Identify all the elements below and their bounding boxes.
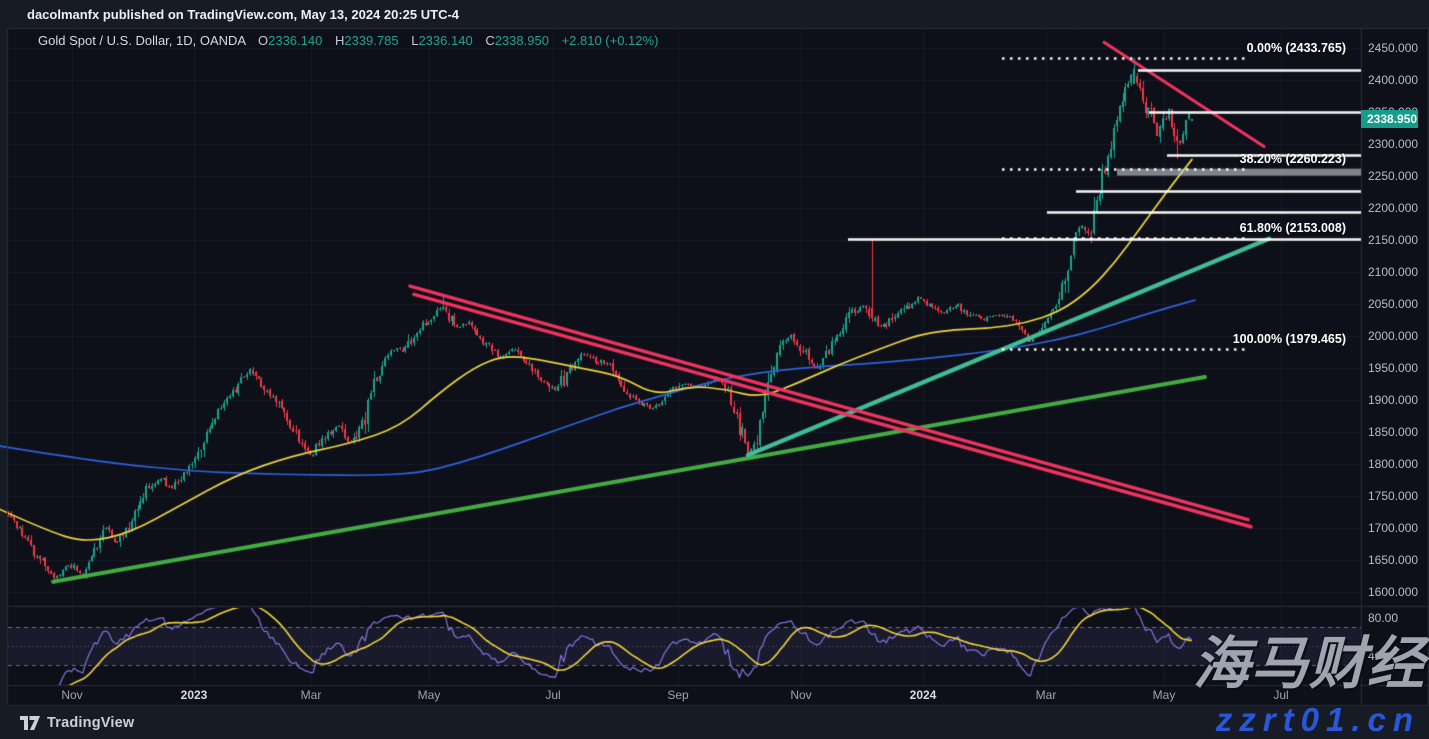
- change-value: +2.810 (+0.12%): [561, 33, 659, 48]
- time-tick-label: Nov: [790, 688, 812, 702]
- time-tick-label: 2023: [180, 688, 208, 702]
- time-tick-label: May: [417, 688, 441, 702]
- open-label: O: [257, 33, 269, 48]
- price-tick-label: 1700.000: [1368, 521, 1419, 535]
- price-tick-label: 2000.000: [1368, 329, 1419, 343]
- symbol-legend: Gold Spot / U.S. Dollar, 1D, OANDA O2336…: [38, 33, 658, 48]
- price-axis[interactable]: 2450.0002400.0002350.0002300.0002250.000…: [1362, 28, 1429, 706]
- price-tick-label: 2050.000: [1368, 297, 1419, 311]
- price-tick-label: 1900.000: [1368, 393, 1419, 407]
- watermark-cjk: 海马财经: [1193, 632, 1425, 696]
- fib-label-61: 61.80% (2153.008): [1239, 221, 1346, 236]
- rsi-tick-label: 40.00: [1368, 648, 1399, 663]
- time-tick-label: Jul: [545, 688, 561, 702]
- time-tick-label: Mar: [300, 688, 322, 702]
- symbol-title[interactable]: Gold Spot / U.S. Dollar, 1D, OANDA: [38, 33, 246, 48]
- price-tick-label: 1950.000: [1368, 361, 1419, 375]
- fib-label-38: 38.20% (2260.223): [1239, 152, 1346, 167]
- low-label: L: [411, 33, 419, 48]
- price-pane[interactable]: [8, 28, 1361, 606]
- low-value: 2336.140: [418, 33, 473, 48]
- time-tick-label: Sep: [667, 688, 689, 702]
- tradingview-logo-icon[interactable]: [20, 715, 40, 730]
- rsi-tick-label: 80.00: [1368, 610, 1399, 625]
- time-tick-label: 2024: [909, 688, 937, 702]
- close-label: C: [485, 33, 495, 48]
- publish-text: dacolmanfx published on TradingView.com,…: [27, 6, 460, 22]
- price-tick-label: 1600.000: [1368, 585, 1419, 599]
- price-tick-label: 2250.000: [1368, 169, 1419, 183]
- time-tick-label: Nov: [61, 688, 83, 702]
- time-tick-label: Mar: [1035, 688, 1057, 702]
- publish-header: dacolmanfx published on TradingView.com,…: [0, 0, 1429, 28]
- close-value: 2338.950: [494, 33, 549, 48]
- footer-bar: TradingView: [0, 706, 1429, 739]
- price-tick-label: 1750.000: [1368, 489, 1419, 503]
- price-tick-label: 2450.000: [1368, 41, 1419, 55]
- price-tick-label: 2400.000: [1368, 73, 1419, 87]
- price-tick-label: 2200.000: [1368, 201, 1419, 215]
- time-tick-label: Jul: [1273, 688, 1289, 702]
- time-tick-label: May: [1152, 688, 1176, 702]
- watermark-url: zzrt01.cn: [1215, 701, 1420, 738]
- price-tick-label: 1800.000: [1368, 457, 1419, 471]
- rsi-pane[interactable]: [8, 608, 1361, 685]
- fib-label-100: 100.00% (1979.465): [1232, 332, 1346, 347]
- high-label: H: [334, 33, 345, 48]
- open-value: 2336.140: [268, 33, 323, 48]
- high-value: 2339.785: [344, 33, 399, 48]
- price-tick-label: 2150.000: [1368, 233, 1419, 247]
- price-tick-label: 2300.000: [1368, 137, 1419, 151]
- price-tick-label: 1650.000: [1368, 553, 1419, 567]
- fib-label-0: 0.00% (2433.765): [1246, 41, 1346, 56]
- price-tick-label: 2100.000: [1368, 265, 1419, 279]
- time-axis[interactable]: Nov 2023 Mar May Jul Sep Nov 2024 Mar May Jul: [7, 686, 1362, 706]
- current-price-badge: 2338.950: [1361, 110, 1418, 129]
- current-price-text: 2338.950: [1367, 112, 1418, 127]
- tradingview-logo-text[interactable]: TradingView: [47, 714, 135, 731]
- price-tick-label: 1850.000: [1368, 425, 1419, 439]
